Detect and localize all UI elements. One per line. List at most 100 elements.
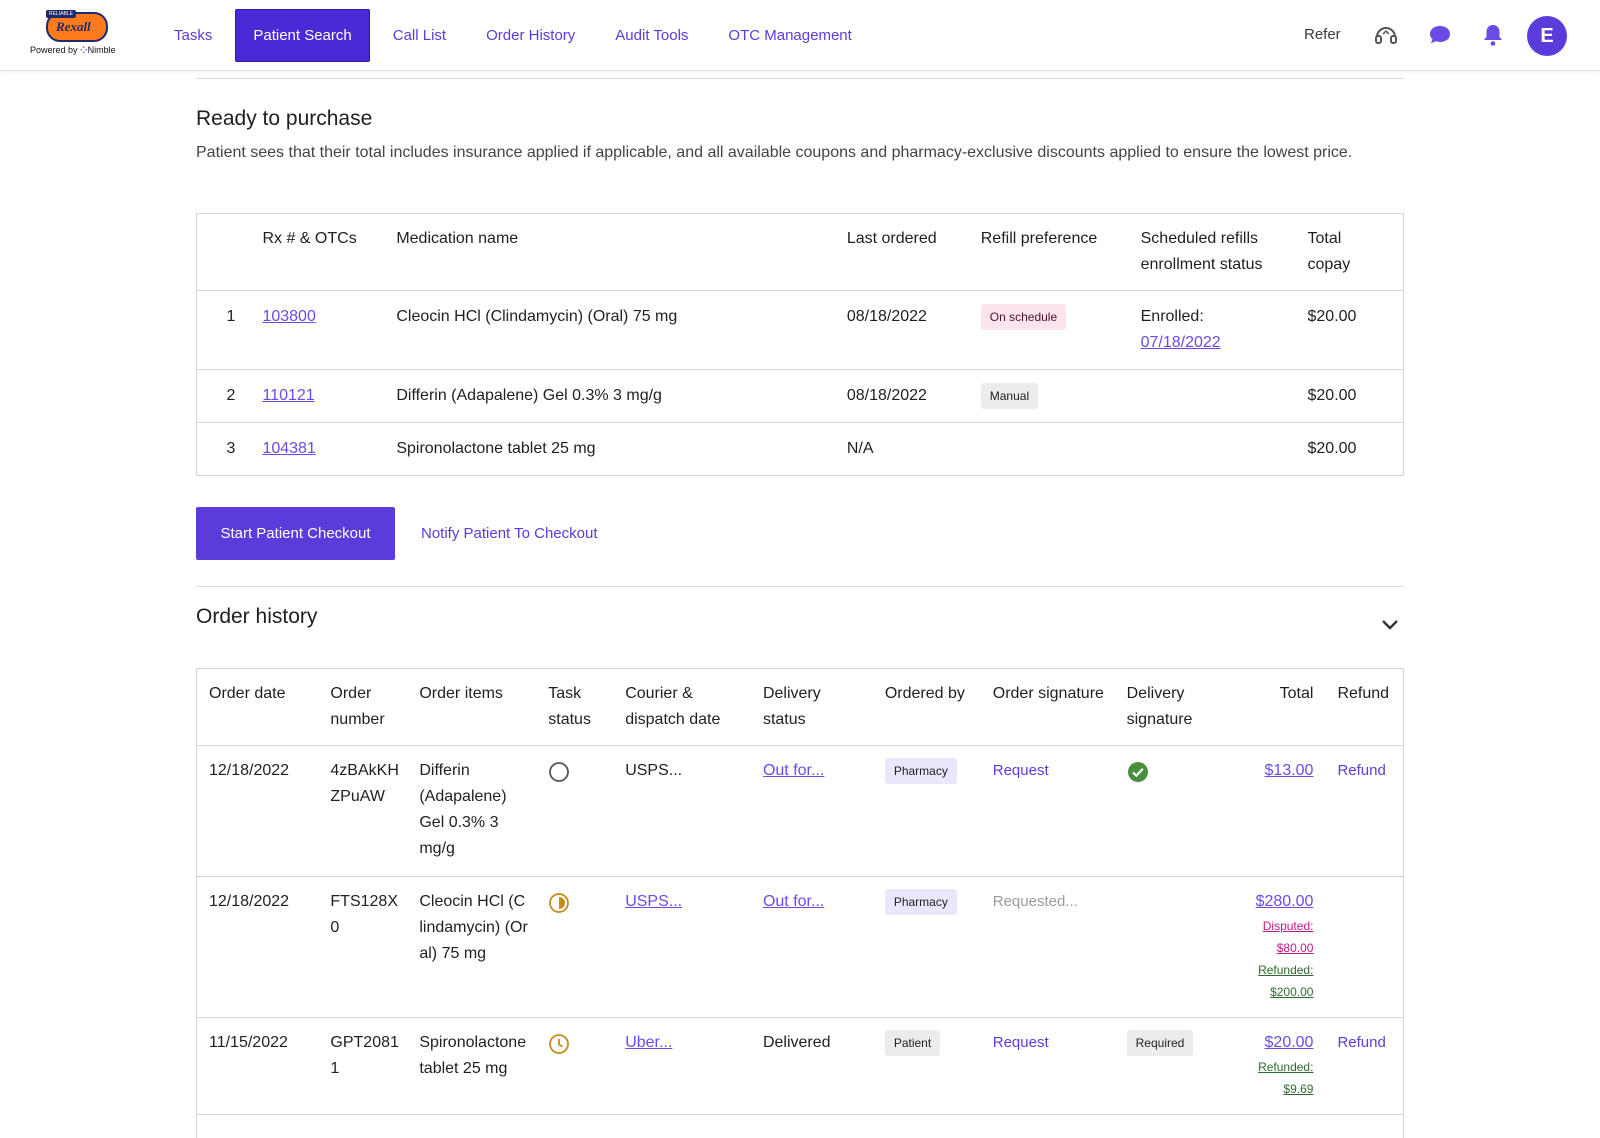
delivery-status-link[interactable]: Out for... <box>762 762 825 779</box>
powered-by-label: Powered by <box>30 45 78 55</box>
col-task-status: Task status <box>548 685 591 728</box>
rx-number-cell: 103800 <box>262 291 396 370</box>
order-number: GPT20811 <box>330 1034 399 1077</box>
nav-tasks[interactable]: Tasks <box>174 27 213 44</box>
courier-link[interactable]: USPS... <box>625 893 683 910</box>
rx-number-cell: 110121 <box>262 370 396 423</box>
col-refund: Refund <box>1337 685 1390 702</box>
courier-cell: USPS... <box>613 877 751 1018</box>
disputed-label[interactable]: Disputed: <box>1262 919 1314 933</box>
refunded-amount[interactable]: $9.69 <box>1283 1082 1314 1096</box>
bell-icon[interactable] <box>1480 22 1506 48</box>
medication-name: Differin (Adapalene) Gel 0.3% 3 mg/g <box>396 387 662 404</box>
table-row: 1 103800 Cleocin HCl (Clindamycin) (Oral… <box>197 291 1404 370</box>
order-items: Cleocin HCl (Clindamycin) (Oral) 75 mg <box>419 893 528 962</box>
col-scheduled-refills: Scheduled refills enrollment status <box>1140 230 1263 273</box>
last-ordered: 08/18/2022 <box>846 308 927 325</box>
col-order-date: Order date <box>209 685 286 702</box>
nimble-icon: ⁘ <box>80 45 88 55</box>
total-link[interactable]: $280.00 <box>1255 893 1314 910</box>
col-total: Total <box>1279 685 1314 702</box>
rx-number-link[interactable]: 110121 <box>262 387 315 404</box>
nav-audit-tools[interactable]: Audit Tools <box>615 27 689 44</box>
check-circle-icon <box>1127 761 1148 782</box>
signature-required-badge: Required <box>1126 1030 1194 1056</box>
rx-number-link[interactable]: 104381 <box>262 440 316 458</box>
total-copay: $20.00 <box>1307 387 1357 404</box>
half-circle-icon[interactable] <box>548 892 570 914</box>
total-copay: $20.00 <box>1307 440 1357 458</box>
col-delivery-status: Delivery status <box>762 685 821 728</box>
user-avatar[interactable]: E <box>1527 16 1567 56</box>
task-status <box>536 746 613 877</box>
total-cell: $280.00 Disputed: $80.00 Refunded: $200.… <box>1229 877 1326 1018</box>
rx-number-link[interactable]: 103800 <box>262 308 316 325</box>
order-signature-cell: Requested... <box>981 877 1115 1018</box>
delivery-signature-cell <box>1115 877 1229 1018</box>
refund-link[interactable]: Refund <box>1337 762 1386 779</box>
refunded-amount[interactable]: $200.00 <box>1270 985 1314 999</box>
ordered-by-badge: Pharmacy <box>884 758 957 784</box>
divider <box>196 78 1404 79</box>
chat-icon[interactable] <box>1427 22 1453 48</box>
ordered-by-cell: Patient <box>873 1018 981 1115</box>
empty-circle-icon[interactable] <box>548 761 570 783</box>
refunded-label[interactable]: Refunded: <box>1258 1060 1314 1074</box>
col-last-ordered: Last ordered <box>846 230 937 247</box>
nav-call-list[interactable]: Call List <box>392 27 447 44</box>
total-link[interactable]: $20.00 <box>1264 1034 1314 1051</box>
powered-by: Powered by ⁘Nimble <box>30 45 116 56</box>
request-signature-link[interactable]: Request <box>992 762 1049 779</box>
refund-cell: Refund <box>1325 746 1403 877</box>
delivery-status-link[interactable]: Out for... <box>762 893 825 910</box>
refund-link[interactable]: Refund <box>1337 1034 1386 1051</box>
disputed-amount[interactable]: $80.00 <box>1276 941 1314 955</box>
medication-name: Cleocin HCl (Clindamycin) (Oral) 75 mg <box>396 308 678 325</box>
total-cell: $13.00 <box>1229 746 1326 877</box>
row-index: 3 <box>226 440 236 458</box>
courier: USPS... <box>625 762 683 779</box>
logo-word: Rexall <box>56 19 91 34</box>
delivery-signature-cell <box>1115 746 1229 877</box>
col-ordered-by: Ordered by <box>884 685 965 702</box>
row-index: 1 <box>226 308 236 325</box>
rexall-logo[interactable]: RELIABLE Rexall Powered by ⁘Nimble <box>28 10 128 58</box>
courier-link[interactable]: Uber... <box>625 1034 673 1051</box>
notify-patient-checkout-link[interactable]: Notify Patient To Checkout <box>421 525 598 542</box>
order-history-table: Order date Order number Order items Task… <box>196 668 1404 1138</box>
chevron-down-icon[interactable] <box>1380 617 1400 631</box>
col-total-copay: Total copay <box>1307 230 1351 273</box>
main-nav: Tasks Patient Search Call List Order His… <box>157 9 875 62</box>
total-link[interactable]: $13.00 <box>1264 762 1314 779</box>
table-row: 2 110121 Differin (Adapalene) Gel 0.3% 3… <box>196 369 1404 423</box>
refill-preference-cell <box>981 423 1141 476</box>
ordered-by-badge: Pharmacy <box>884 889 957 915</box>
refunded-label[interactable]: Refunded: <box>1258 963 1314 977</box>
ready-to-purchase-title: Ready to purchase <box>196 107 373 130</box>
task-status <box>536 877 613 1018</box>
delivery-status: Delivered <box>762 1034 831 1051</box>
nav-otc-management[interactable]: OTC Management <box>728 27 852 44</box>
clock-icon[interactable] <box>548 1033 570 1055</box>
nav-order-history[interactable]: Order History <box>486 27 576 44</box>
refill-preference-cell: Manual <box>980 370 1141 423</box>
start-patient-checkout-button[interactable]: Start Patient Checkout <box>196 507 395 560</box>
nav-patient-search[interactable]: Patient Search <box>235 9 370 62</box>
order-date: 12/18/2022 <box>209 762 290 779</box>
request-signature-link[interactable]: Request <box>992 1034 1049 1051</box>
table-row-partial <box>196 1114 1404 1138</box>
order-date: 11/15/2022 <box>209 1034 288 1051</box>
col-courier: Courier & dispatch date <box>625 685 721 728</box>
delivery-status-cell: Out for... <box>751 877 873 1018</box>
order-history-title: Order history <box>196 605 318 628</box>
enrolled-label: Enrolled: <box>1140 308 1204 325</box>
ordered-by-cell: Pharmacy <box>873 877 981 1018</box>
enrolled-date-link[interactable]: 07/18/2022 <box>1140 334 1221 351</box>
top-navigation-bar: RELIABLE Rexall Powered by ⁘Nimble Tasks… <box>0 0 1600 71</box>
courier-cell: Uber... <box>613 1018 751 1115</box>
refund-cell: Refund <box>1325 1018 1403 1115</box>
enrollment-status: Enrolled: 07/18/2022 <box>1141 291 1308 370</box>
refill-preference-badge: Manual <box>980 383 1039 409</box>
headset-icon[interactable] <box>1373 22 1399 48</box>
refer-link[interactable]: Refer <box>1304 26 1341 43</box>
